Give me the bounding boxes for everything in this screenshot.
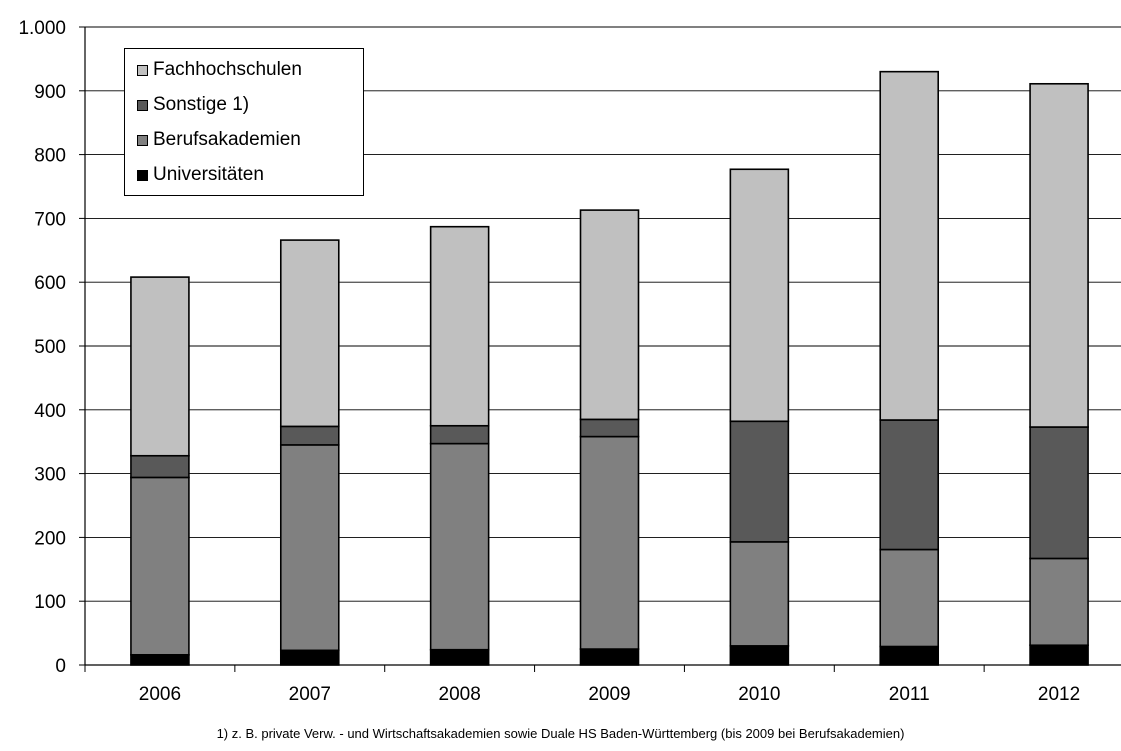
bar-fachhochschulen-2011 [879,70,940,421]
x-tick-label: 2007 [289,684,331,705]
y-tick-label: 100 [34,592,66,613]
y-tick-label: 400 [34,401,66,422]
legend-swatch-universitaeten [137,169,148,181]
bar-sonstige-1-2009 [579,418,640,438]
bar-sonstige-1-2006 [130,454,190,479]
legend-swatch-fachhochschulen [137,64,148,76]
bar-sonstige-1-2008 [429,424,490,445]
y-tick-label: 800 [34,146,66,167]
bar-berufsakademien-2006 [130,476,190,656]
legend-item-sonstige: Sonstige 1) [137,94,250,115]
x-tick-label: 2011 [889,684,930,705]
y-tick-label: 200 [34,528,66,549]
y-tick-label: 0 [55,656,66,677]
x-tick-label: 2012 [1038,684,1080,705]
bar-sonstige-1-2011 [879,419,940,551]
legend-swatch-berufsakademien [137,134,148,146]
legend-label-fachhochschulen: Fachhochschulen [153,59,302,80]
bar-sonstige-1-2007 [279,425,340,446]
x-tick-label: 2010 [738,684,780,705]
bar-fachhochschulen-2009 [579,209,640,421]
bar-fachhochschulen-2012 [1029,82,1089,428]
bar-fachhochschulen-2008 [429,225,490,427]
x-tick-label: 2006 [139,684,181,705]
legend-item-fachhochschulen: Fachhochschulen [137,59,302,80]
bar-fachhochschulen-2010 [729,168,790,423]
y-tick-label: 1.000 [18,18,66,39]
y-tick-label: 900 [34,82,66,103]
bar-fachhochschulen-2006 [130,276,190,457]
bar-universitäten-2011 [879,645,940,666]
legend-swatch-sonstige [137,99,148,111]
legend-item-berufsakademien: Berufsakademien [137,129,301,150]
bar-universitäten-2010 [729,645,790,666]
legend-item-universitaeten: Universitäten [137,164,264,185]
legend: Fachhochschulen Sonstige 1) Berufsakadem… [124,48,364,196]
legend-label-berufsakademien: Berufsakademien [153,129,301,150]
bar-berufsakademien-2011 [879,548,940,648]
footnote: 1) z. B. private Verw. - und Wirtschafts… [216,726,905,741]
y-tick-label: 300 [34,465,66,486]
bar-berufsakademien-2009 [579,435,640,650]
y-tick-label: 700 [34,209,66,230]
bar-berufsakademien-2012 [1029,557,1089,647]
bar-berufsakademien-2008 [429,442,490,651]
bar-sonstige-1-2010 [729,420,790,543]
bar-berufsakademien-2007 [279,444,340,652]
x-tick-label: 2009 [588,684,630,705]
bar-berufsakademien-2010 [729,541,790,647]
bar-universitäten-2007 [279,649,340,666]
legend-label-sonstige: Sonstige 1) [153,94,250,115]
bar-universitäten-2008 [429,648,490,666]
bar-fachhochschulen-2007 [279,239,340,428]
y-tick-label: 600 [34,273,66,294]
y-tick-label: 500 [34,337,66,358]
bar-universitäten-2012 [1029,644,1089,666]
x-tick-label: 2008 [439,684,481,705]
bar-sonstige-1-2012 [1029,426,1089,560]
bar-universitäten-2009 [579,648,640,666]
bar-universitäten-2006 [130,653,190,666]
legend-label-universitaeten: Universitäten [153,164,264,185]
